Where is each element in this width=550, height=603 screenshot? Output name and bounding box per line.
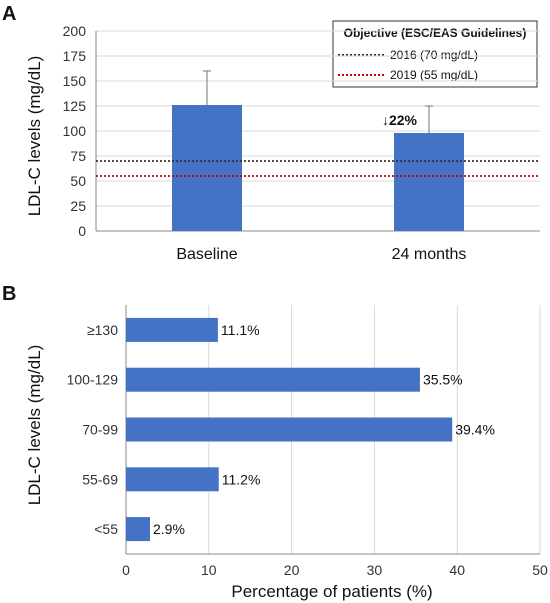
panel-b-data-label: 2.9% (153, 521, 185, 537)
legend-label-2016: 2016 (70 mg/dL) (390, 48, 478, 62)
panel-b-data-label: 11.1% (221, 322, 260, 338)
panel-b-data-label: 35.5% (423, 372, 463, 388)
panel-b-x-tick-label: 10 (201, 562, 217, 578)
panel-a-y-tick-label: 75 (70, 148, 86, 164)
panel-b-x-tick-label: 0 (122, 562, 130, 578)
panel-a-y-tick-label: 50 (70, 173, 86, 189)
panel-b-y-axis-title: LDL-C levels (mg/dL) (25, 345, 44, 506)
panel-a-x-tick-label: Baseline (176, 246, 237, 263)
panel-a-y-tick-label: 200 (63, 23, 87, 39)
panel-b-x-tick-label: 30 (367, 562, 383, 578)
panel-b-bar (126, 517, 151, 542)
panel-b-bar (126, 417, 453, 442)
legend-title: Objective (ESC/EAS Guidelines) (344, 26, 527, 40)
panel-a-bar (172, 105, 242, 231)
panel-b-y-tick-label: ≥130 (87, 322, 118, 338)
panel-b-x-tick-label: 50 (532, 562, 548, 578)
panel-b-x-tick-label: 40 (449, 562, 465, 578)
panel-a-label: A (2, 3, 16, 25)
panel-a-x-tick-label: 24 months (392, 246, 467, 263)
panel-b-x-tick-label: 20 (284, 562, 300, 578)
panel-b-y-tick-label: 100-129 (67, 372, 119, 388)
panel-b-y-tick-label: <55 (94, 521, 118, 537)
panel-a-y-tick-label: 100 (63, 123, 87, 139)
panel-a-y-tick-label: 175 (63, 48, 87, 64)
panel-b-bar (126, 317, 218, 342)
panel-b-x-axis-title: Percentage of patients (%) (231, 582, 432, 601)
panel-b-label: B (2, 283, 16, 305)
panel-a-y-tick-label: 25 (70, 198, 86, 214)
panel-a-y-tick-label: 125 (63, 98, 87, 114)
panel-a-bar (394, 133, 464, 231)
panel-b-bar (126, 367, 420, 392)
panel-b-bar (126, 467, 219, 492)
panel-b-data-label: 11.2% (222, 471, 261, 487)
panel-b-data-label: 39.4% (455, 422, 495, 438)
panel-a-y-axis-title: LDL-C levels (mg/dL) (25, 56, 44, 217)
panel-a-y-tick-label: 150 (63, 73, 87, 89)
panel-a-annotation: ↓22% (382, 112, 418, 128)
legend-label-2019: 2019 (55 mg/dL) (390, 68, 478, 82)
panel-a-y-tick-label: 0 (78, 223, 86, 239)
panel-b-y-tick-label: 55-69 (82, 471, 118, 487)
panel-a-legend: Objective (ESC/EAS Guidelines) 2016 (70 … (332, 20, 538, 88)
panel-b-y-tick-label: 70-99 (82, 422, 118, 438)
